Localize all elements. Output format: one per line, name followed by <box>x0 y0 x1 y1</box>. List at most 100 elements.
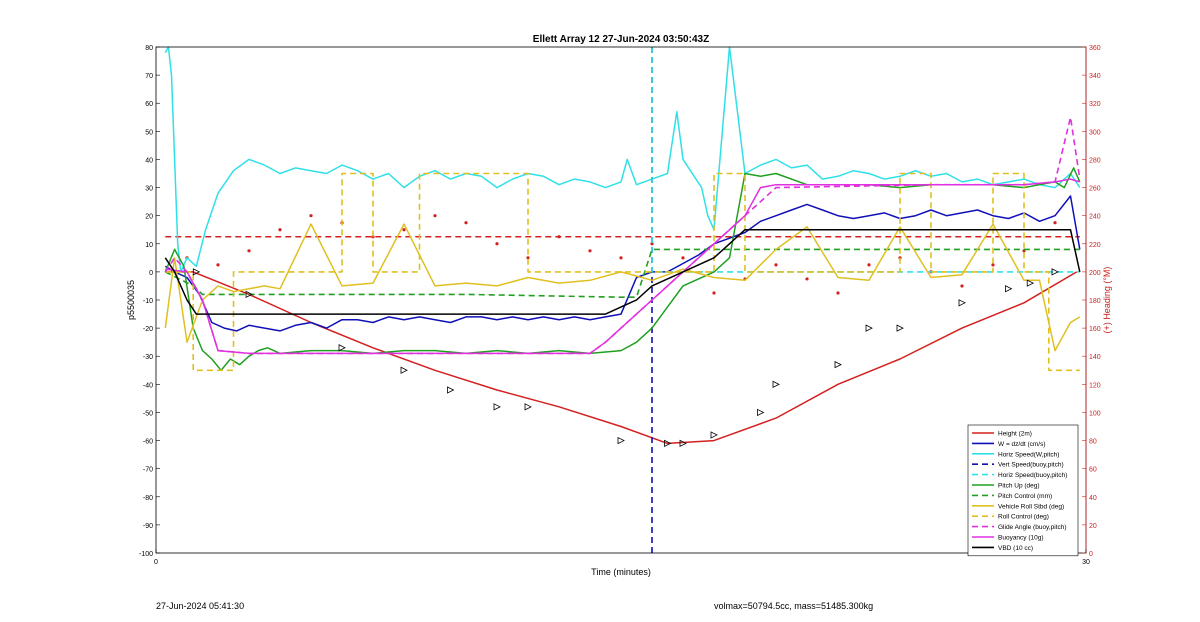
height-marker <box>757 408 765 417</box>
height-marker <box>617 436 625 445</box>
y2-tick-label: 340 <box>1089 73 1101 80</box>
height-marker <box>524 403 532 411</box>
series-horiz-speed-buoy-pitch <box>651 47 1080 273</box>
y-axis-label: p5500035 <box>126 280 136 320</box>
x-axis-label: Time (minutes) <box>591 567 651 577</box>
heading-point <box>960 284 964 288</box>
y-tick-label: -70 <box>143 467 153 474</box>
heading-point <box>805 277 809 281</box>
height-marker <box>772 380 780 388</box>
y-tick-label: -60 <box>143 439 153 446</box>
heading-point <box>278 228 282 232</box>
heading-point <box>712 291 716 295</box>
y2-tick-label: 120 <box>1089 382 1101 389</box>
y2-tick-label: 180 <box>1089 298 1101 305</box>
heading-point <box>402 228 406 232</box>
heading-point <box>309 214 313 218</box>
y-tick-label: 30 <box>145 186 153 193</box>
y2-tick-label: 140 <box>1089 354 1101 361</box>
legend-label: Pitch Up (deg) <box>998 483 1040 490</box>
height-marker <box>338 344 346 352</box>
legend-label: Vehicle Roll Stbd (deg) <box>998 503 1064 510</box>
height-marker <box>710 431 718 439</box>
heading-point <box>867 263 871 267</box>
height-marker <box>834 361 842 369</box>
x-tick-label: 0 <box>154 559 158 566</box>
legend-label: Horiz Speed(buoy,pitch) <box>998 472 1067 479</box>
y-tick-label: 0 <box>149 270 153 277</box>
height-marker <box>245 290 253 299</box>
height-marker <box>493 403 501 411</box>
y-tick-label: -90 <box>143 523 153 530</box>
legend: Height (2m) W = dz/dt (cm/s) Horiz Speed(W… <box>967 424 1079 557</box>
height-marker <box>1051 268 1059 276</box>
series-layer <box>164 46 1081 553</box>
legend-label: Roll Control (deg) <box>998 514 1049 521</box>
height-marker <box>896 324 904 332</box>
height-marker <box>664 439 672 448</box>
y-tick-label: -30 <box>143 354 153 361</box>
heading-point <box>588 249 592 253</box>
height-marker <box>1005 285 1013 293</box>
y-tick-label: -10 <box>143 298 153 305</box>
y-tick-label: -20 <box>143 326 153 333</box>
legend-box <box>967 424 1079 557</box>
y2-tick-label: 0 <box>1089 551 1093 558</box>
legend-label: Glide Angle (buoy,pitch) <box>998 524 1067 531</box>
height-marker <box>958 299 966 307</box>
series-roll-control-deg <box>165 172 1080 372</box>
y2-tick-label: 240 <box>1089 214 1101 221</box>
x-tick-label: 30 <box>1082 559 1090 566</box>
series-vehicle-roll-stbd-deg <box>164 223 1081 352</box>
y2-tick-label: 160 <box>1089 326 1101 333</box>
series-vbd-10-cc <box>164 228 1081 315</box>
height-marker <box>1026 279 1035 287</box>
chart-title: Ellett Array 12 27-Jun-2024 03:50:43Z <box>533 34 709 45</box>
height-marker <box>192 268 201 276</box>
y-tick-label: 60 <box>145 101 153 108</box>
y2-tick-label: 40 <box>1089 495 1097 502</box>
y2-tick-label: 20 <box>1089 523 1097 530</box>
heading-point <box>681 256 685 260</box>
plot-frame <box>155 46 1087 554</box>
y-tick-label: 80 <box>145 45 153 52</box>
heading-point <box>216 263 220 267</box>
heading-point <box>433 214 437 218</box>
y-tick-label: 40 <box>145 157 153 164</box>
heading-point <box>619 256 623 260</box>
legend-label: Vert Speed(buoy,pitch) <box>998 462 1064 469</box>
y2-tick-label: 80 <box>1089 439 1097 446</box>
y-tick-label: 50 <box>145 129 153 136</box>
y-tick-label: -80 <box>143 495 153 502</box>
y2-tick-label: 280 <box>1089 157 1101 164</box>
y-tick-label: 20 <box>145 214 153 221</box>
y2-tick-label: 100 <box>1089 410 1101 417</box>
series-pitch-up-deg <box>164 167 1081 372</box>
y2-tick-label: 60 <box>1089 467 1097 474</box>
series-w-dz-dt-cm-s <box>164 195 1081 332</box>
axes-layer: 80706050403020100-10-20-30-40-50-60-70-8… <box>139 45 1101 566</box>
y-tick-label: 70 <box>145 73 153 80</box>
y2-tick-label: 220 <box>1089 242 1101 249</box>
heading-point <box>495 242 499 246</box>
y-tick-label: -100 <box>139 551 153 558</box>
heading-point <box>774 263 778 267</box>
height-marker <box>679 439 687 448</box>
y2-tick-label: 260 <box>1089 186 1101 193</box>
y2-tick-label: 360 <box>1089 45 1101 52</box>
height-marker <box>400 366 408 374</box>
y2-axis-label: (+) Heading (°M) <box>1102 267 1112 334</box>
series-buoyancy-10g <box>165 178 1081 355</box>
series-horiz-speed-w-pitch <box>164 46 1081 273</box>
series-height-2m <box>165 271 1078 445</box>
y2-tick-label: 200 <box>1089 270 1101 277</box>
series-pitch-control-mm <box>164 248 1080 299</box>
heading-point <box>247 249 251 253</box>
footer-mass-info: volmax=50794.5cc, mass=51485.300kg <box>714 601 874 611</box>
y2-tick-label: 300 <box>1089 129 1101 136</box>
footer-timestamp: 27-Jun-2024 05:41:30 <box>156 601 245 611</box>
y2-tick-label: 320 <box>1089 101 1101 108</box>
legend-label: VBD (10 cc) <box>998 545 1033 552</box>
legend-label: W = dz/dt (cm/s) <box>998 441 1046 448</box>
